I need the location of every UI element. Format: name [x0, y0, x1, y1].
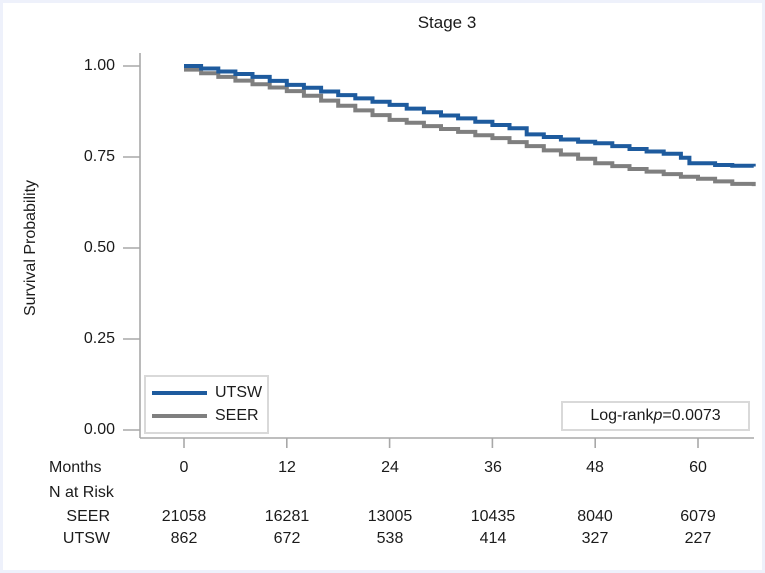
- plot-canvas: [123, 53, 756, 448]
- x-tick-label: 36: [484, 459, 502, 476]
- risk-value: 13005: [367, 508, 413, 525]
- seer-line-swatch: [152, 414, 207, 418]
- risk-value: 227: [684, 530, 712, 547]
- x-tick-label: 12: [278, 459, 296, 476]
- y-tick-label: 0.00: [83, 421, 115, 438]
- legend-item-seer: SEER: [152, 407, 261, 425]
- risk-value: 538: [376, 530, 404, 547]
- legend: UTSW SEER: [144, 375, 269, 434]
- logrank-p: p: [653, 407, 663, 424]
- legend-label-utsw: UTSW: [215, 384, 263, 401]
- risk-value: 6079: [680, 508, 716, 525]
- logrank-annotation: Log-rank p =0.0073: [561, 401, 750, 431]
- risk-value: 21058: [161, 508, 207, 525]
- y-tick-label: 0.75: [83, 148, 115, 165]
- x-axis-title: Months: [49, 459, 102, 476]
- legend-item-utsw: UTSW: [152, 384, 263, 402]
- y-tick-label: 0.50: [83, 239, 115, 256]
- risk-value: 862: [170, 530, 198, 547]
- utsw-curve: [184, 64, 756, 168]
- logrank-value: =0.0073: [662, 407, 721, 424]
- y-axis-title: Survival Probability: [22, 179, 39, 317]
- n-at-risk-header: N at Risk: [49, 484, 114, 501]
- risk-value: 16281: [264, 508, 310, 525]
- x-tick-label: 0: [179, 459, 189, 476]
- x-tick-label: 24: [381, 459, 399, 476]
- utsw-line-swatch: [152, 391, 207, 395]
- risk-value: 10435: [470, 508, 516, 525]
- risk-row-label-seer: SEER: [66, 508, 110, 525]
- risk-value: 327: [581, 530, 609, 547]
- axes: [123, 53, 754, 448]
- y-tick-label: 1.00: [83, 57, 115, 74]
- x-tick-label: 48: [586, 459, 604, 476]
- seer-curve: [184, 67, 756, 187]
- risk-value: 672: [273, 530, 301, 547]
- chart-title: Stage 3: [417, 13, 477, 32]
- y-tick-label: 0.25: [83, 330, 115, 347]
- risk-value: 8040: [577, 508, 613, 525]
- risk-value: 414: [479, 530, 507, 547]
- risk-row-label-utsw: UTSW: [62, 530, 110, 547]
- x-tick-label: 60: [689, 459, 707, 476]
- logrank-prefix: Log-rank: [590, 407, 654, 424]
- legend-label-seer: SEER: [215, 407, 259, 424]
